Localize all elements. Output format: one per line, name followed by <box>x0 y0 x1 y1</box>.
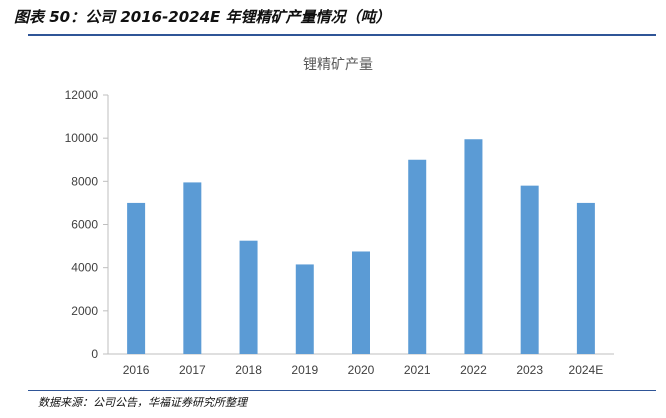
y-tick-label: 10000 <box>65 131 99 145</box>
y-tick-label: 8000 <box>71 174 98 188</box>
x-tick-label: 2020 <box>348 363 375 377</box>
bar-2021 <box>408 159 427 354</box>
figure-title: 图表 50：公司 2016-2024E 年锂精矿产量情况（吨） <box>14 8 391 26</box>
bar-2019 <box>295 264 314 354</box>
y-tick-label: 0 <box>91 347 98 361</box>
x-tick-label: 2019 <box>291 363 318 377</box>
x-tick-label: 2017 <box>179 363 206 377</box>
title-divider <box>28 34 656 36</box>
x-tick-label: 2022 <box>460 363 487 377</box>
x-axis: 2016 2017 2018 2019 2020 2021 2022 2023 2024E <box>108 353 614 377</box>
y-tick-label: 2000 <box>71 304 98 318</box>
x-tick-label: 2024E <box>569 363 604 377</box>
bar-2018 <box>239 240 258 354</box>
y-tick-label: 4000 <box>71 261 98 275</box>
bar-2017 <box>183 182 202 354</box>
y-tick-label: 6000 <box>71 218 98 232</box>
source-note: 数据来源：公司公告，华福证券研究所整理 <box>38 396 247 409</box>
bar-series <box>127 139 595 354</box>
bar-2022 <box>464 139 483 354</box>
y-tick-label: 12000 <box>65 88 99 102</box>
x-tick-label: 2018 <box>235 363 262 377</box>
bar-2023 <box>520 185 539 354</box>
bar-2024E <box>576 202 595 354</box>
source-divider <box>28 390 656 391</box>
bar-2020 <box>352 251 370 354</box>
x-tick-label: 2021 <box>404 363 431 377</box>
chart-title: 锂精矿产量 <box>303 57 373 73</box>
bar-2016 <box>127 202 146 354</box>
y-axis: 0 2000 4000 6000 8000 10000 12000 <box>65 88 109 361</box>
x-tick-label: 2016 <box>123 363 150 377</box>
x-tick-label: 2023 <box>516 363 543 377</box>
